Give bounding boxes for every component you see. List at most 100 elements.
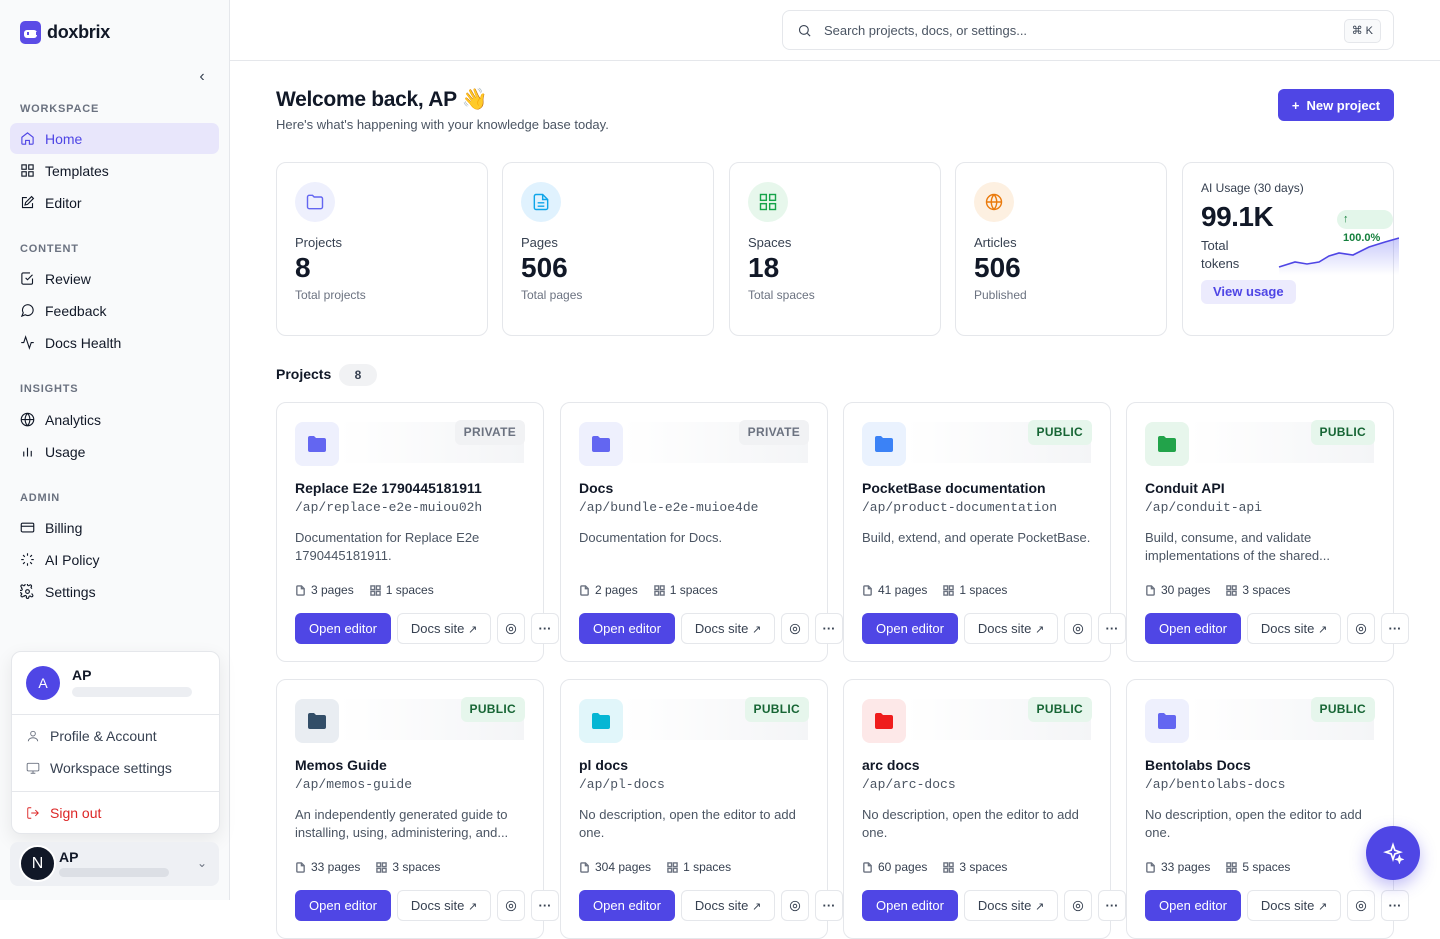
plus-icon: + xyxy=(1291,97,1300,113)
project-settings-button[interactable] xyxy=(1347,890,1375,921)
sidebar-item-billing[interactable]: Billing xyxy=(10,512,219,543)
stat-label: Articles xyxy=(974,235,1017,250)
more-options-button[interactable]: ··· xyxy=(1098,613,1126,644)
project-card[interactable]: PUBLIC PocketBase documentation/ap/produc… xyxy=(843,402,1126,662)
card-actions: Open editor Docs site ↗ ··· xyxy=(579,890,843,921)
more-horizontal-icon: ··· xyxy=(538,898,552,913)
stat-card-spaces: Spaces 18 Total spaces xyxy=(729,162,941,336)
visibility-badge: PUBLIC xyxy=(744,697,809,722)
docs-site-button[interactable]: Docs site ↗ xyxy=(681,613,775,644)
project-settings-button[interactable] xyxy=(1347,613,1375,644)
project-settings-button[interactable] xyxy=(1064,890,1092,921)
project-settings-button[interactable] xyxy=(781,613,809,644)
sidebar-item-docs-health[interactable]: Docs Health xyxy=(10,327,219,358)
button-label: Docs site xyxy=(1260,898,1315,913)
ai-usage-value: 99.1K xyxy=(1201,201,1274,232)
docs-site-button[interactable]: Docs site ↗ xyxy=(1247,613,1341,644)
button-label: Docs site xyxy=(410,898,465,913)
open-editor-button[interactable]: Open editor xyxy=(579,613,675,644)
spaces-label: 3 spaces xyxy=(959,860,1008,874)
project-card[interactable]: PUBLIC Conduit API/ap/conduit-api Build, c… xyxy=(1126,402,1409,662)
app-name: doxbrix xyxy=(47,22,110,42)
check-square-icon xyxy=(20,271,35,286)
spaces-label: 5 spaces xyxy=(1242,860,1291,874)
gear-icon xyxy=(20,584,35,599)
project-card[interactable]: PUBLIC Bentolabs Docs/ap/bentolabs-docs No… xyxy=(1126,679,1409,939)
user-account-switcher[interactable]: N AP ⌄ xyxy=(10,842,219,886)
search-bar[interactable]: ⌘ K xyxy=(782,10,1394,50)
external-link-icon: ↗ xyxy=(467,901,478,913)
project-settings-button[interactable] xyxy=(497,613,525,644)
pages-count: 41 pages xyxy=(862,583,927,597)
project-card[interactable]: PUBLIC pl docs/ap/pl-docs No description, … xyxy=(560,679,843,939)
more-horizontal-icon: ··· xyxy=(538,621,552,636)
project-card[interactable]: PUBLIC Memos Guide/ap/memos-guide An indep… xyxy=(276,679,559,939)
open-editor-button[interactable]: Open editor xyxy=(295,890,391,921)
docs-site-button[interactable]: Docs site ↗ xyxy=(397,890,491,921)
folder-icon xyxy=(295,422,339,466)
sidebar-item-editor[interactable]: Editor xyxy=(10,187,219,218)
button-label: Docs site xyxy=(977,898,1032,913)
new-project-button[interactable]: + New project xyxy=(1278,89,1394,121)
project-slug: /ap/replace-e2e-muiou02h xyxy=(295,500,483,515)
page-title: Welcome back, AP 👋 xyxy=(276,88,488,111)
collapse-sidebar-button[interactable]: ‹ xyxy=(199,68,205,85)
sidebar-item-analytics[interactable]: Analytics xyxy=(10,404,219,435)
folder-icon xyxy=(1145,422,1189,466)
more-horizontal-icon: ··· xyxy=(1388,621,1402,636)
button-label: New project xyxy=(1306,97,1381,113)
folder-icon xyxy=(579,699,623,743)
open-editor-button[interactable]: Open editor xyxy=(295,613,391,644)
app-logo[interactable]: doxbrix xyxy=(20,21,110,44)
project-card[interactable]: PUBLIC arc docs/ap/arc-docs No description… xyxy=(843,679,1126,939)
profile-account-item[interactable]: Profile & Account xyxy=(26,728,157,744)
docs-site-button[interactable]: Docs site ↗ xyxy=(1247,890,1341,921)
project-settings-button[interactable] xyxy=(781,890,809,921)
pages-count: 30 pages xyxy=(1145,583,1210,597)
sidebar-item-label: Usage xyxy=(45,443,86,460)
workspace-settings-item[interactable]: Workspace settings xyxy=(26,760,172,776)
more-options-button[interactable]: ··· xyxy=(815,890,843,921)
docs-site-button[interactable]: Docs site ↗ xyxy=(397,613,491,644)
project-settings-button[interactable] xyxy=(497,890,525,921)
sidebar-item-ai-policy[interactable]: AI Policy xyxy=(10,544,219,575)
user-menu: A AP Profile & Account Workspace setting… xyxy=(11,651,220,834)
sidebar-item-home[interactable]: Home xyxy=(10,123,219,154)
sidebar-item-label: Editor xyxy=(45,194,82,211)
sign-out-item[interactable]: Sign out xyxy=(26,805,101,821)
open-editor-button[interactable]: Open editor xyxy=(1145,890,1241,921)
docs-site-button[interactable]: Docs site ↗ xyxy=(964,613,1058,644)
project-description: No description, open the editor to add o… xyxy=(1145,807,1362,840)
more-options-button[interactable]: ··· xyxy=(531,613,559,644)
open-editor-button[interactable]: Open editor xyxy=(862,890,958,921)
project-settings-button[interactable] xyxy=(1064,613,1092,644)
ai-assistant-button[interactable] xyxy=(1366,826,1420,880)
view-usage-button[interactable]: View usage xyxy=(1201,280,1296,304)
sidebar-item-feedback[interactable]: Feedback xyxy=(10,295,219,326)
open-editor-button[interactable]: Open editor xyxy=(579,890,675,921)
sidebar-item-settings[interactable]: Settings xyxy=(10,576,219,607)
sparkline xyxy=(1278,237,1399,275)
sidebar-item-review[interactable]: Review xyxy=(10,263,219,294)
more-options-button[interactable]: ··· xyxy=(531,890,559,921)
open-editor-button[interactable]: Open editor xyxy=(862,613,958,644)
more-options-button[interactable]: ··· xyxy=(815,613,843,644)
sidebar-item-usage[interactable]: Usage xyxy=(10,436,219,467)
more-options-button[interactable]: ··· xyxy=(1381,613,1409,644)
monitor-icon xyxy=(26,762,40,774)
more-options-button[interactable]: ··· xyxy=(1381,890,1409,921)
project-card[interactable]: PRIVATE Docs/ap/bundle-e2e-muioe4de Docume… xyxy=(560,402,843,662)
sidebar-item-templates[interactable]: Templates xyxy=(10,155,219,186)
visibility-badge: PRIVATE xyxy=(738,420,809,445)
spaces-count: 1 spaces xyxy=(667,860,731,874)
ai-usage-title: AI Usage (30 days) xyxy=(1201,181,1304,195)
search-input[interactable] xyxy=(824,22,1324,38)
open-editor-button[interactable]: Open editor xyxy=(1145,613,1241,644)
change-badge: ↑ 100.0% xyxy=(1337,210,1393,244)
pages-label: 33 pages xyxy=(311,860,361,874)
spaces-count: 1 spaces xyxy=(943,583,1007,597)
docs-site-button[interactable]: Docs site ↗ xyxy=(681,890,775,921)
more-options-button[interactable]: ··· xyxy=(1098,890,1126,921)
project-card[interactable]: PRIVATE Replace E2e 1790445181911/ap/repl… xyxy=(276,402,559,662)
docs-site-button[interactable]: Docs site ↗ xyxy=(964,890,1058,921)
